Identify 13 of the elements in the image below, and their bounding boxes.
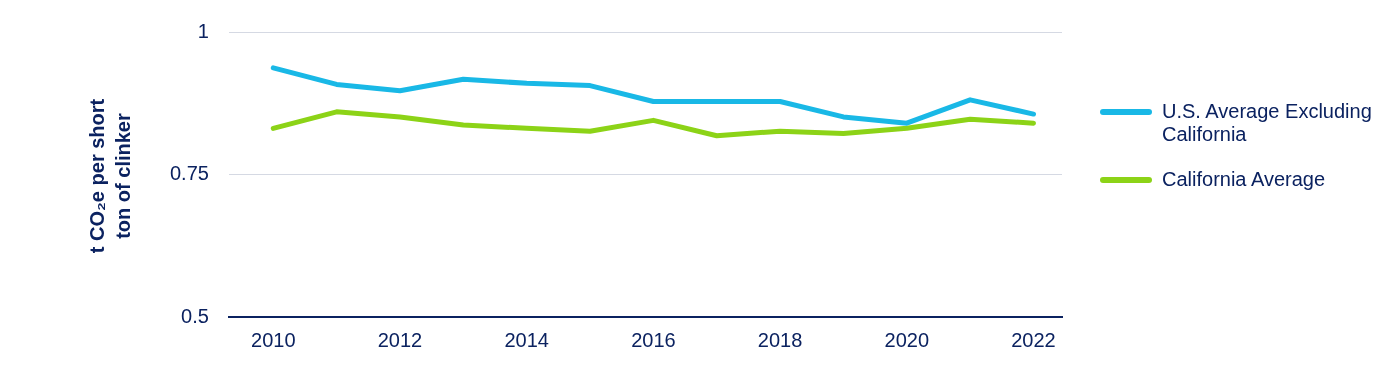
x-tick-label: 2010	[251, 328, 296, 351]
legend-label: U.S. Average Excluding California	[1162, 100, 1373, 146]
x-tick-label: 2022	[1011, 328, 1056, 351]
x-tick-label: 2018	[757, 328, 803, 351]
y-tick-label: 0.5	[181, 304, 209, 327]
y-tick-label: 1	[197, 19, 209, 42]
x-tick-label: 2014	[504, 328, 549, 351]
y-axis-title: t CO₂e per short ton of clinker	[85, 97, 135, 256]
x-tick-label: 2012	[377, 328, 423, 351]
y-tick-label: 0.75	[169, 162, 209, 185]
legend-label: California Average	[1162, 168, 1326, 191]
x-tick-label: 2016	[631, 328, 676, 351]
x-tick-label: 2020	[884, 328, 930, 351]
